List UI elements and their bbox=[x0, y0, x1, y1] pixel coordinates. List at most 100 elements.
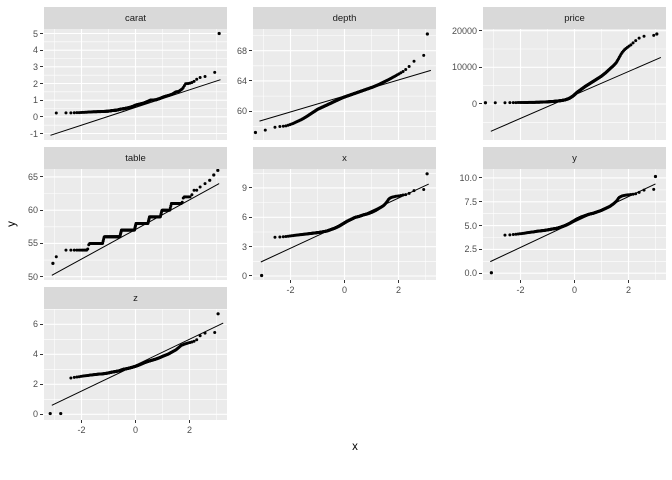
facet-strip: table bbox=[44, 147, 227, 169]
y-tick-label: 0 bbox=[241, 270, 247, 281]
qq-reference-line bbox=[259, 69, 432, 122]
x-tick-label: 0 bbox=[341, 285, 347, 295]
y-tick-label: 55 bbox=[27, 238, 38, 249]
y-tick-mark bbox=[40, 353, 43, 355]
y-axis-title: y bbox=[6, 220, 18, 227]
x-tick-label: -2 bbox=[286, 285, 295, 295]
qq-reference-line bbox=[51, 183, 220, 276]
y-tick-mark bbox=[40, 66, 43, 68]
y-tick-label: 0 bbox=[32, 409, 38, 420]
y-tick-label: 0.0 bbox=[464, 268, 477, 279]
y-tick-mark bbox=[40, 413, 43, 415]
y-tick-mark bbox=[479, 30, 482, 32]
qq-panel-price bbox=[483, 29, 666, 140]
y-tick-mark bbox=[249, 275, 252, 277]
qq-points bbox=[48, 312, 220, 416]
facet-strip-label: depth bbox=[332, 12, 357, 24]
qq-reference-line bbox=[51, 322, 224, 406]
y-tick-mark bbox=[249, 80, 252, 82]
x-tick-mark bbox=[290, 280, 292, 283]
y-tick-mark bbox=[249, 110, 252, 112]
y-tick-label: 20000 bbox=[451, 25, 477, 36]
facet-strip: carat bbox=[44, 7, 227, 29]
x-tick-label: 0 bbox=[571, 285, 577, 295]
y-tick-mark bbox=[479, 225, 482, 227]
qq-panel-carat bbox=[44, 29, 227, 140]
facet-strip-label: y bbox=[572, 152, 577, 164]
qq-panel-x bbox=[253, 169, 436, 280]
y-tick-label: 0 bbox=[471, 98, 477, 109]
y-tick-label: 65 bbox=[27, 171, 38, 182]
facet-strip-label: table bbox=[125, 152, 146, 164]
y-tick-label: 7.5 bbox=[464, 196, 477, 207]
facet-strip: depth bbox=[253, 7, 436, 29]
y-tick-mark bbox=[249, 187, 252, 189]
x-axis-title: x bbox=[352, 441, 358, 453]
y-tick-mark bbox=[40, 383, 43, 385]
y-tick-label: 4 bbox=[32, 45, 38, 56]
x-tick-label: -2 bbox=[516, 285, 525, 295]
x-tick-mark bbox=[627, 280, 629, 283]
facet-strip: z bbox=[44, 287, 227, 309]
y-tick-label: 0 bbox=[32, 111, 38, 122]
y-tick-label: 6 bbox=[241, 212, 247, 223]
y-tick-mark bbox=[479, 201, 482, 203]
y-tick-mark bbox=[40, 116, 43, 118]
y-tick-mark bbox=[479, 66, 482, 68]
y-tick-mark bbox=[249, 246, 252, 248]
y-tick-label: 1 bbox=[32, 95, 38, 106]
qq-panel-depth bbox=[253, 29, 436, 140]
y-tick-mark bbox=[40, 209, 43, 211]
x-tick-label: 0 bbox=[132, 425, 138, 435]
qq-reference-line bbox=[50, 79, 221, 136]
facet-strip-label: z bbox=[133, 292, 138, 304]
y-tick-label: 2 bbox=[32, 379, 38, 390]
facet-strip: y bbox=[483, 147, 666, 169]
x-tick-mark bbox=[574, 280, 575, 283]
y-tick-mark bbox=[479, 272, 482, 274]
y-tick-mark bbox=[40, 242, 43, 244]
x-tick-label: 2 bbox=[625, 285, 631, 295]
y-tick-label: 10000 bbox=[451, 62, 477, 73]
facet-strip: x bbox=[253, 147, 436, 169]
y-tick-label: 3 bbox=[32, 61, 38, 72]
y-tick-mark bbox=[40, 276, 43, 278]
x-tick-label: -2 bbox=[77, 425, 86, 435]
y-tick-label: 9 bbox=[241, 182, 247, 193]
y-tick-mark bbox=[40, 33, 43, 34]
y-tick-label: 2 bbox=[32, 78, 38, 89]
facet-strip: price bbox=[483, 7, 666, 29]
x-tick-mark bbox=[397, 280, 399, 283]
y-tick-label: 3 bbox=[241, 241, 247, 252]
y-tick-label: -1 bbox=[29, 128, 38, 139]
y-tick-label: 60 bbox=[27, 205, 38, 216]
y-tick-label: 6 bbox=[32, 319, 38, 330]
y-tick-label: 5 bbox=[32, 28, 38, 39]
qq-reference-line bbox=[490, 183, 656, 263]
y-tick-mark bbox=[249, 50, 252, 52]
y-tick-mark bbox=[479, 177, 482, 179]
x-tick-mark bbox=[520, 280, 522, 283]
y-tick-mark bbox=[40, 99, 43, 101]
facet-strip-label: carat bbox=[124, 12, 147, 24]
y-tick-mark bbox=[40, 83, 43, 84]
y-tick-label: 4 bbox=[32, 349, 38, 360]
y-tick-label: 10.0 bbox=[459, 172, 477, 183]
x-tick-label: 2 bbox=[395, 285, 401, 295]
y-tick-mark bbox=[40, 176, 43, 178]
x-tick-mark bbox=[135, 420, 136, 423]
y-tick-label: 64 bbox=[236, 75, 247, 86]
qq-reference-line bbox=[260, 183, 429, 263]
y-tick-mark bbox=[40, 323, 43, 325]
y-tick-mark bbox=[479, 248, 482, 250]
facet-strip-label: x bbox=[342, 152, 347, 164]
x-tick-mark bbox=[188, 420, 190, 423]
qq-panel-y bbox=[483, 169, 666, 280]
y-tick-mark bbox=[479, 103, 482, 105]
y-tick-label: 2.5 bbox=[464, 244, 477, 255]
y-tick-mark bbox=[40, 49, 43, 51]
y-tick-label: 60 bbox=[236, 106, 247, 117]
y-tick-label: 68 bbox=[236, 45, 247, 56]
y-tick-mark bbox=[40, 133, 43, 134]
qq-panel-table bbox=[44, 169, 227, 280]
